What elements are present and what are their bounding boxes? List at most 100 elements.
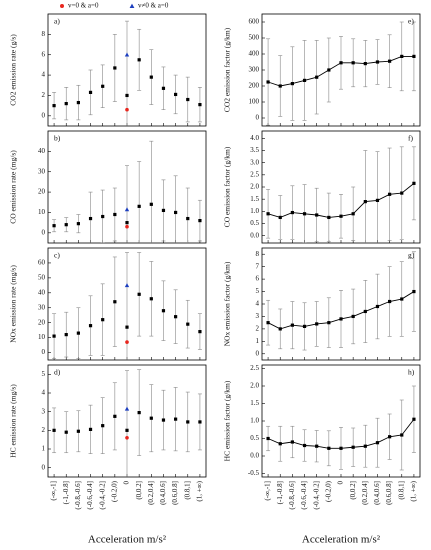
point: [113, 414, 117, 418]
point: [161, 208, 166, 213]
y-axis-label: NOx emission rate (mg/s): [9, 265, 18, 343]
point: [290, 440, 294, 444]
point: [198, 219, 202, 223]
x-tick-label: (1, +∞): [410, 480, 418, 501]
y-tick-label: 50: [38, 273, 46, 281]
point: [186, 420, 190, 424]
point: [363, 62, 367, 66]
point: [174, 210, 178, 215]
y-tick-label: 4: [256, 300, 260, 308]
x-tick-label: (0.4,0.6]: [159, 481, 167, 505]
point: [64, 333, 68, 337]
point: [52, 334, 56, 338]
y-tick-label: 1.0: [250, 417, 259, 425]
point: [149, 75, 153, 79]
x-tick-label: (-0.6,-0.4]: [86, 481, 94, 510]
point: [113, 300, 117, 304]
point: [174, 315, 178, 319]
point: [375, 60, 380, 64]
point: [137, 58, 141, 62]
y-tick-label: 2.0: [250, 382, 259, 390]
x-tick-label: (0.8,1]: [397, 481, 405, 500]
point: [266, 436, 270, 441]
point: [339, 317, 343, 321]
point: [302, 212, 307, 216]
point: [363, 200, 367, 204]
x-tick-label: (0.2,0.4]: [147, 481, 155, 505]
y-tick-label: 2: [42, 426, 46, 434]
point: [174, 92, 178, 97]
point: [339, 61, 343, 65]
y-tick-label: 100: [249, 98, 260, 106]
point: [339, 214, 343, 218]
plot-area: [266, 385, 416, 471]
point: [101, 214, 105, 219]
point: [400, 54, 404, 58]
panel-label: f): [408, 134, 413, 143]
point: [52, 428, 56, 432]
point: [412, 54, 416, 58]
point: [315, 75, 319, 79]
point: [388, 59, 392, 63]
y-tick-label: 300: [249, 66, 260, 74]
point: [327, 446, 331, 450]
plot-area: [52, 140, 202, 243]
y-tick-label: 5: [256, 287, 260, 295]
y-tick-label: 0: [42, 348, 46, 356]
point: [124, 207, 130, 212]
point: [278, 442, 282, 446]
point: [161, 86, 166, 90]
point: [412, 289, 416, 294]
point: [388, 299, 392, 304]
point: [124, 283, 130, 288]
x-tick-label: (-0.6,-0.4]: [300, 481, 308, 510]
point: [375, 441, 380, 445]
panel: b) 0 10 20 30 40 CO emission rate (mg/s): [9, 130, 207, 244]
point: [400, 191, 404, 195]
x-tick-label: (-0.2,0): [324, 480, 332, 502]
point: [125, 93, 129, 98]
y-tick-label: 7: [256, 262, 260, 270]
point: [64, 223, 68, 227]
x-tick-label: (0,0.2]: [135, 481, 143, 500]
x-tick-label: (-0.8,-0.6]: [74, 481, 82, 510]
y-tick-label: 500: [249, 34, 260, 42]
x-tick-label: (1, +∞): [196, 480, 204, 501]
y-tick-label: 3: [42, 407, 46, 415]
point: [290, 210, 294, 215]
y-tick-label: 0: [256, 114, 260, 122]
point: [290, 82, 294, 86]
point: [125, 340, 129, 344]
point: [125, 428, 129, 432]
point: [149, 202, 153, 206]
plot-area: [266, 21, 416, 126]
legend-marker: [60, 4, 64, 8]
point: [137, 204, 141, 208]
y-tick-label: 10: [38, 333, 46, 341]
y-tick-label: 2.5: [250, 364, 259, 372]
x-tick-label: (-1,-0.8]: [62, 481, 70, 504]
y-tick-label: 0: [256, 349, 260, 357]
point: [375, 198, 380, 202]
point: [64, 102, 68, 106]
point: [400, 297, 404, 301]
point: [76, 222, 80, 226]
point: [125, 436, 129, 440]
point: [388, 192, 392, 196]
point: [302, 324, 307, 328]
y-axis-label: CO2 emission factor (g/km): [223, 27, 232, 112]
y-tick-label: 8: [256, 250, 260, 258]
point: [88, 427, 93, 431]
y-tick-label: 8: [42, 30, 46, 38]
point: [278, 84, 282, 88]
y-tick-label: 40: [38, 288, 46, 296]
x-tick-label: (0,0.2]: [349, 481, 357, 500]
y-tick-label: 30: [38, 303, 46, 311]
x-tick-label: 0: [337, 481, 345, 485]
x-tick-label: (0.6,0.8]: [171, 481, 179, 505]
x-tick-label: (-∞,-1]: [50, 481, 58, 501]
point: [101, 424, 105, 428]
point: [266, 212, 270, 216]
y-axis-label: CO emission factor (g/km): [223, 146, 232, 227]
point: [137, 292, 141, 296]
